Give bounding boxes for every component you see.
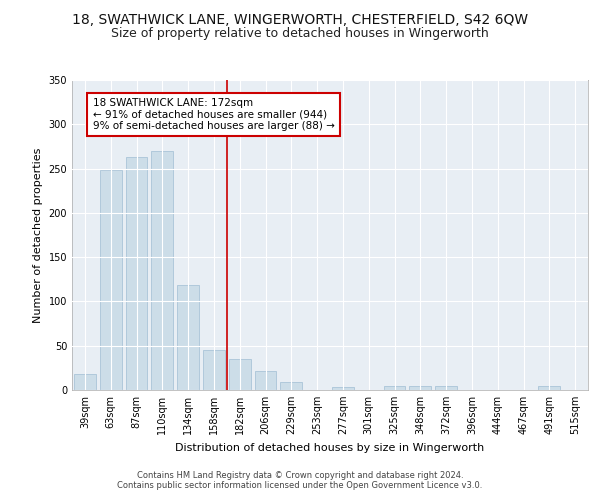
Text: Contains HM Land Registry data © Crown copyright and database right 2024.: Contains HM Land Registry data © Crown c… [137, 471, 463, 480]
Bar [254, 370, 277, 390]
Bar [435, 386, 457, 390]
Text: 18, SWATHWICK LANE, WINGERWORTH, CHESTERFIELD, S42 6QW: 18, SWATHWICK LANE, WINGERWORTH, CHESTER… [72, 12, 528, 26]
X-axis label: Distribution of detached houses by size in Wingerworth: Distribution of detached houses by size … [175, 442, 485, 452]
Bar [280, 382, 302, 390]
Bar [203, 350, 225, 390]
Text: Contains public sector information licensed under the Open Government Licence v3: Contains public sector information licen… [118, 481, 482, 490]
Bar [177, 286, 199, 390]
Bar [332, 388, 354, 390]
Text: 18 SWATHWICK LANE: 172sqm
← 91% of detached houses are smaller (944)
9% of semi-: 18 SWATHWICK LANE: 172sqm ← 91% of detac… [92, 98, 335, 131]
Bar [125, 157, 148, 390]
Bar [100, 170, 122, 390]
Bar [229, 359, 251, 390]
Bar [538, 386, 560, 390]
Bar [383, 386, 406, 390]
Text: Size of property relative to detached houses in Wingerworth: Size of property relative to detached ho… [111, 28, 489, 40]
Bar [409, 386, 431, 390]
Bar [74, 374, 96, 390]
Y-axis label: Number of detached properties: Number of detached properties [33, 148, 43, 322]
Bar [151, 151, 173, 390]
